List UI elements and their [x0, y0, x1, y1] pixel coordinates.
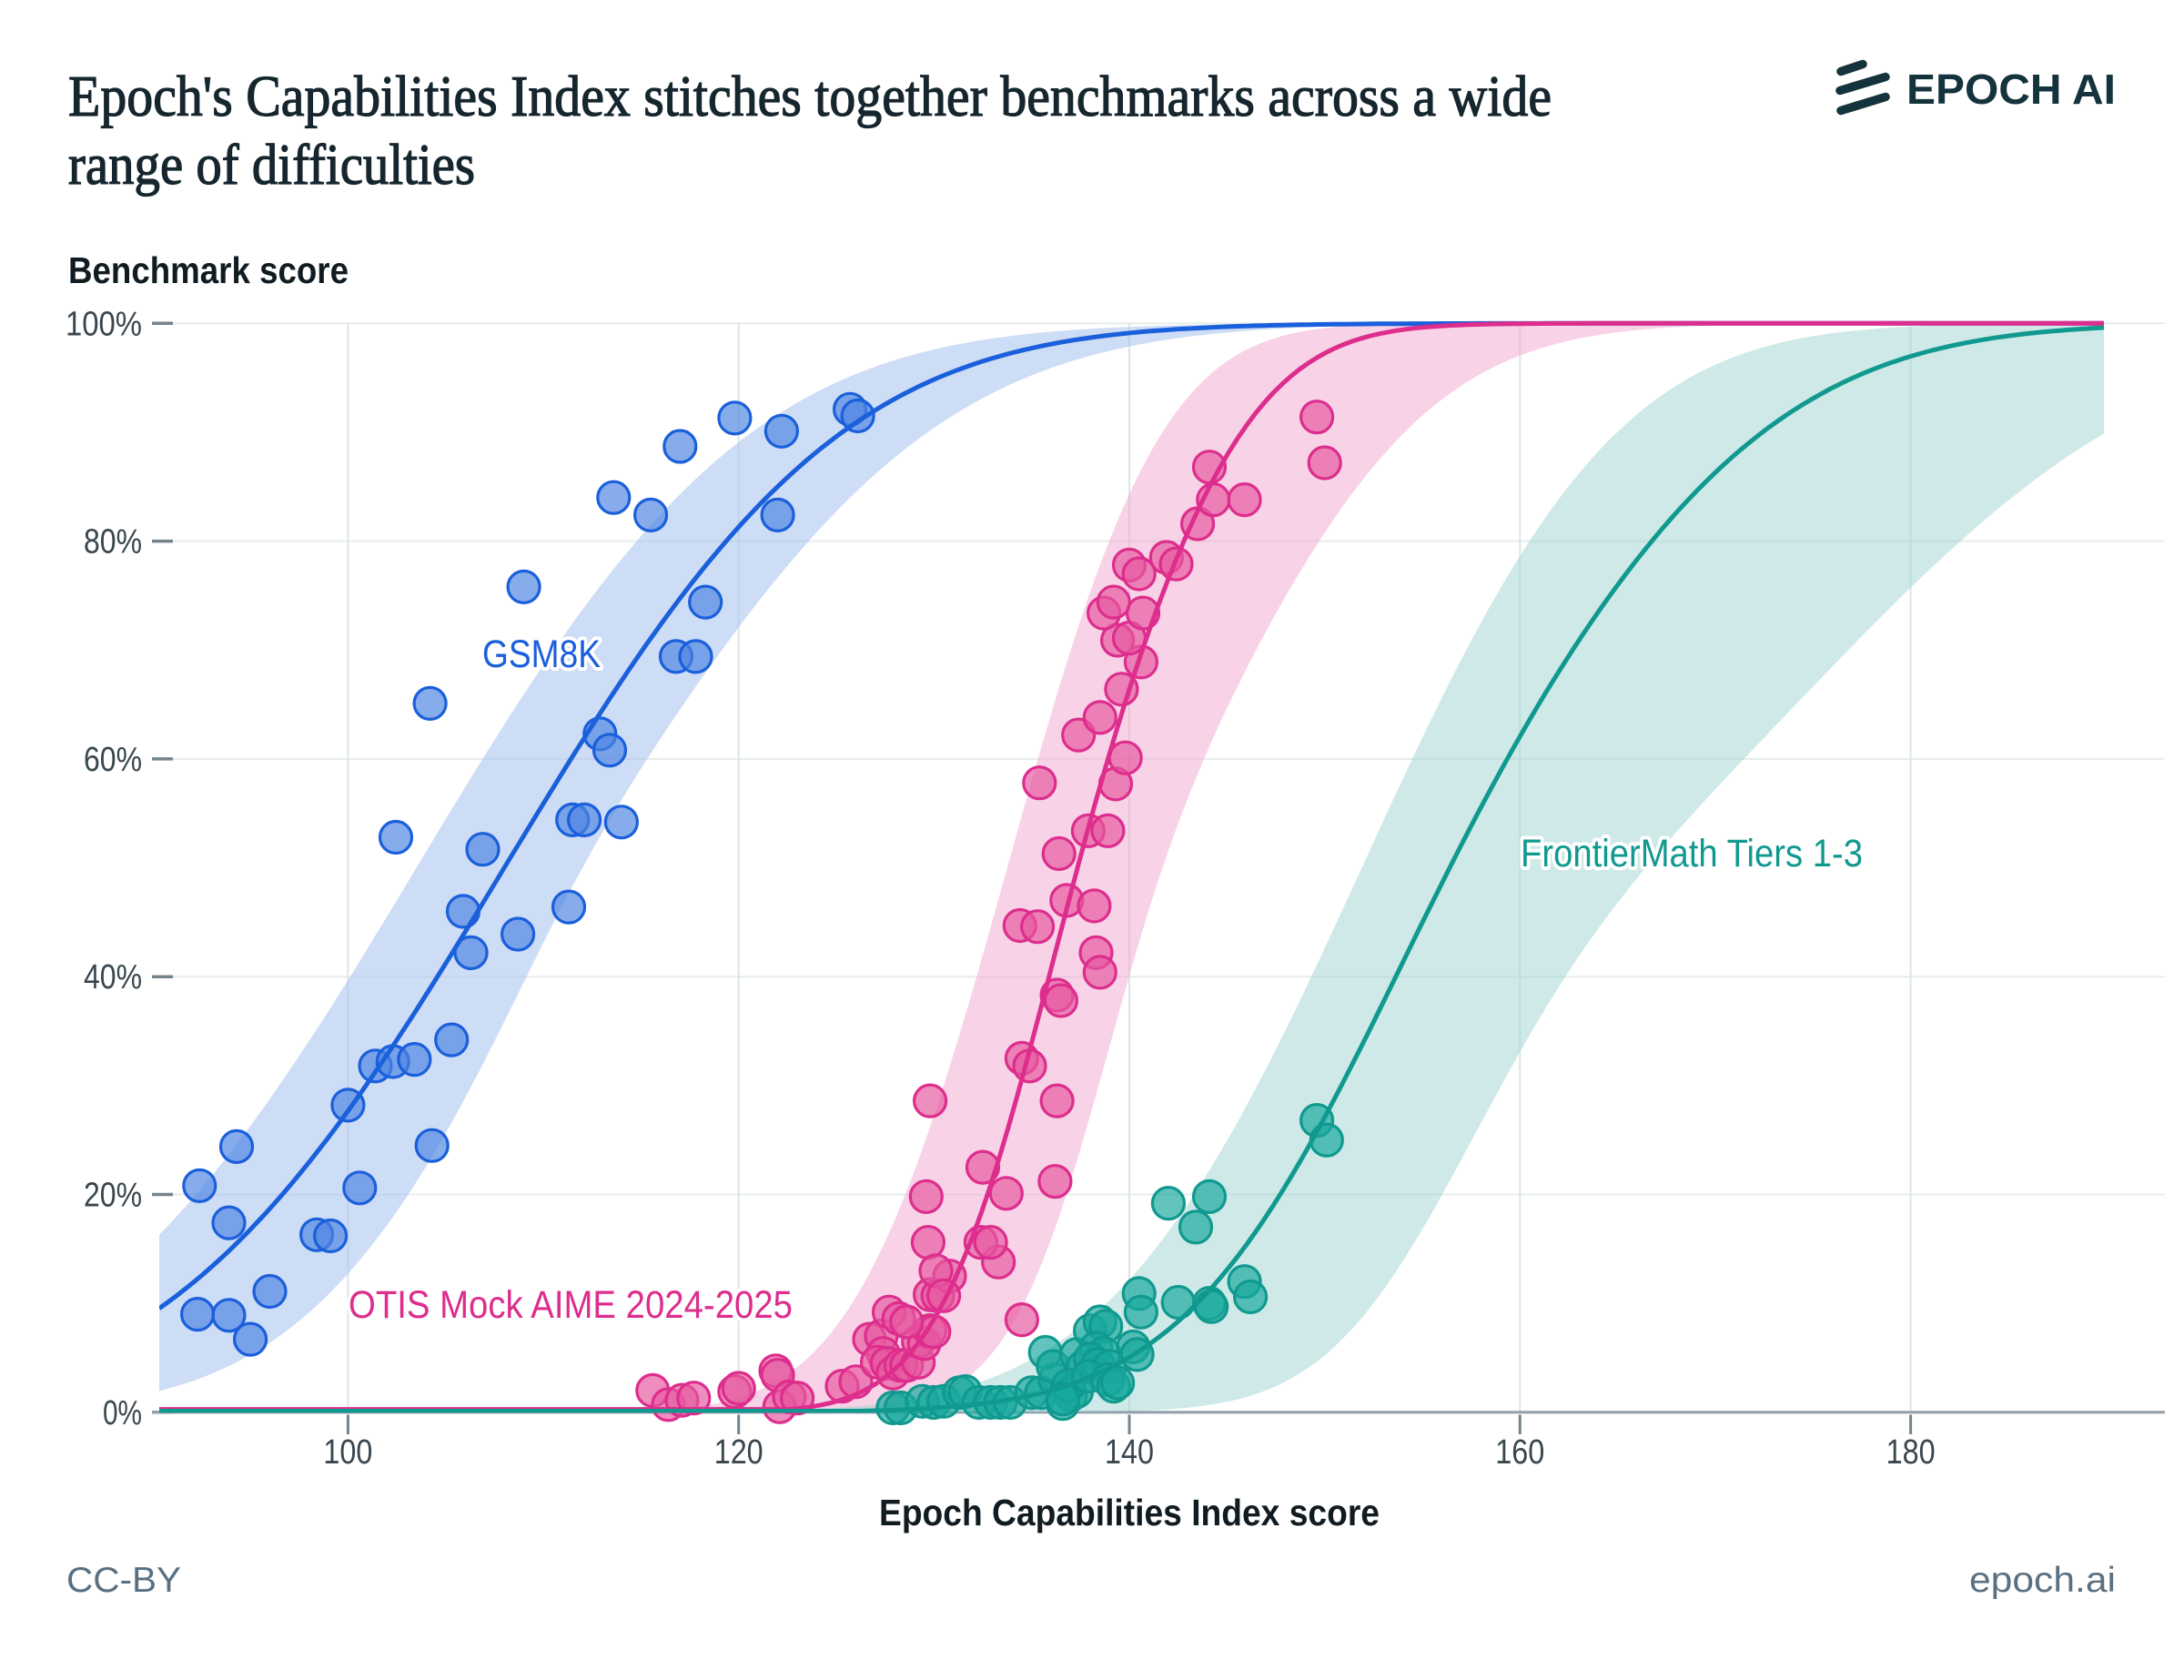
svg-text:Epoch's Capabilities Index sti: Epoch's Capabilities Index stitches toge…	[68, 64, 1552, 128]
svg-text:GSM8K: GSM8K	[482, 633, 601, 676]
svg-text:20%: 20%	[84, 1177, 142, 1215]
svg-text:160: 160	[1495, 1433, 1544, 1472]
svg-text:Epoch Capabilities Index score: Epoch Capabilities Index score	[879, 1492, 1380, 1533]
svg-text:60%: 60%	[84, 741, 142, 779]
svg-text:OTIS Mock AIME 2024-2025: OTIS Mock AIME 2024-2025	[349, 1283, 793, 1327]
svg-text:EPOCH AI: EPOCH AI	[1906, 66, 2116, 113]
svg-text:80%: 80%	[84, 523, 142, 562]
svg-text:0%: 0%	[103, 1394, 142, 1432]
svg-text:180: 180	[1886, 1433, 1936, 1472]
svg-text:range of difficulties: range of difficulties	[68, 132, 475, 197]
svg-text:CC-BY: CC-BY	[66, 1561, 181, 1600]
svg-text:Benchmark score: Benchmark score	[68, 249, 349, 291]
svg-text:epoch.ai: epoch.ai	[1969, 1561, 2116, 1600]
svg-text:100%: 100%	[66, 305, 142, 343]
svg-text:140: 140	[1105, 1433, 1154, 1472]
svg-text:40%: 40%	[84, 958, 142, 997]
svg-text:100: 100	[323, 1433, 372, 1472]
svg-text:FrontierMath Tiers 1-3: FrontierMath Tiers 1-3	[1521, 832, 1863, 875]
svg-text:120: 120	[714, 1433, 763, 1472]
